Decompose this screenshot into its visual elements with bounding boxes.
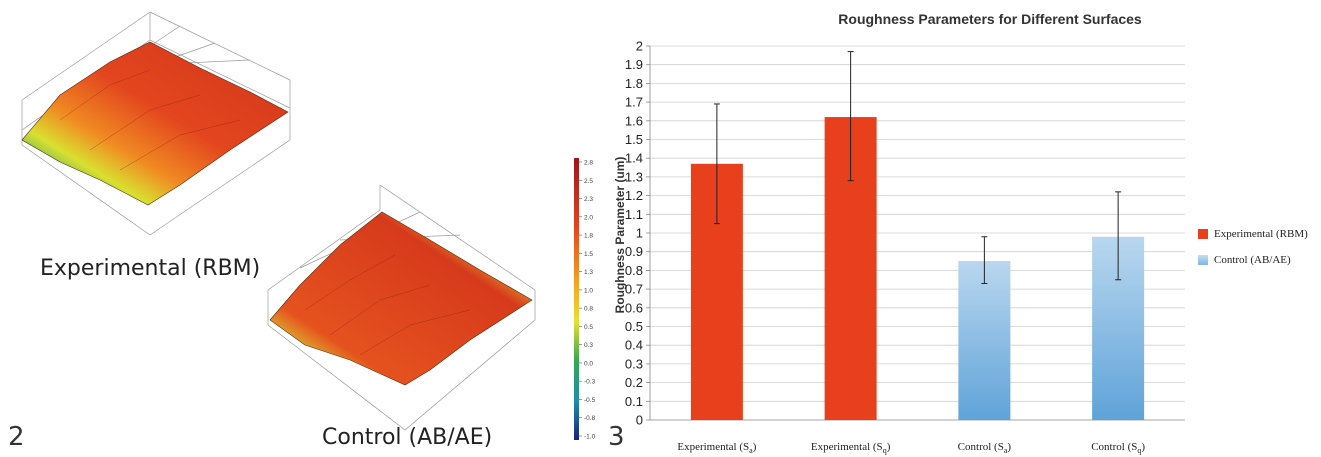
error-bar-3 [981, 236, 988, 284]
colorbar-tick-label: 1.5 [584, 251, 593, 258]
error-bar-4 [1115, 191, 1122, 281]
x-tick-label: Control (Sq) [1091, 441, 1145, 455]
colorbar-tick-label: 2.0 [584, 214, 593, 221]
legend-swatch-control [1198, 255, 1208, 265]
control-surface [269, 211, 533, 386]
y-tick-label: 1.8 [625, 76, 643, 91]
colorbar: 2.8 2.5 2.3 2.0 1.8 1.5 1.3 1.0 0.8 0.5 0.3 0.0 -0.3… [574, 158, 596, 441]
y-tick-label: 1.5 [625, 132, 643, 147]
colorbar-tick-label: 2.3 [584, 196, 593, 203]
y-tick-label: 0.1 [625, 394, 643, 409]
x-tick-label: Experimental (Sq) [811, 441, 891, 455]
y-tick-label: 1.4 [625, 151, 643, 166]
x-tick-label: Experimental (Sa) [677, 441, 756, 455]
colorbar-ticks: 2.8 2.5 2.3 2.0 1.8 1.5 1.3 1.0 0.8 0.5 0.3 0.0 -0.3… [579, 160, 596, 441]
y-tick-labels: 0 0.1 0.2 0.3 0.4 0.5 0.6 0.7 0.8 0.9 1 1.1 1.2 1.3 1.… [625, 39, 643, 428]
legend-control: Control (AB/AE) [1198, 254, 1291, 266]
experimental-surface [21, 41, 289, 206]
legend-experimental: Experimental (RBM) [1198, 228, 1308, 240]
y-tick-label: 1.1 [625, 207, 643, 222]
colorbar-tick-label: 0.5 [584, 324, 593, 331]
y-tick-label: 0.4 [625, 338, 643, 353]
x-tick-labels: Experimental (Sa) Experimental (Sq) Contro… [677, 441, 1145, 455]
y-tick-label: 0.8 [625, 263, 643, 278]
figure-2-number: 2 [8, 422, 25, 452]
colorbar-tick-label: 2.5 [584, 178, 593, 185]
y-tick-label: 1.2 [625, 188, 643, 203]
y-tick-label: 1.7 [625, 95, 643, 110]
legend-label-experimental: Experimental (RBM) [1214, 228, 1308, 240]
y-tick-label: 0.6 [625, 300, 643, 315]
bar-3 [958, 261, 1011, 420]
legend-label-control: Control (AB/AE) [1214, 254, 1291, 266]
error-bar-2 [847, 51, 854, 182]
colorbar-tick-label: 1.3 [584, 269, 593, 276]
legend-swatch-experimental [1198, 229, 1208, 239]
colorbar-tick-label: 0.0 [584, 360, 593, 367]
colorbar-tick-label: 0.3 [584, 342, 593, 349]
surface-plots [21, 11, 536, 431]
bars [690, 117, 1145, 420]
y-tick-label: 1.3 [625, 169, 643, 184]
colorbar-tick-label: -0.3 [584, 379, 596, 386]
y-tick-label: 0.2 [625, 375, 643, 390]
control-surface-label: Control (AB/AE) [322, 425, 493, 450]
y-tick-label: 2 [636, 39, 643, 54]
colorbar-tick-label: 1.0 [584, 287, 593, 294]
y-tick-label: 0 [636, 413, 643, 428]
experimental-surface-label: Experimental (RBM) [40, 256, 261, 281]
colorbar-tick-label: -0.5 [584, 397, 596, 404]
y-tick-label: 0.9 [625, 244, 643, 259]
x-tick-label: Control (Sa) [958, 441, 1012, 455]
colorbar-tick-label: -1.0 [584, 434, 596, 441]
colorbar-tick-label: -0.8 [584, 415, 596, 422]
chart-title: Roughness Parameters for Different Surfa… [838, 11, 1142, 27]
y-tick-label: 1.9 [625, 57, 643, 72]
colorbar-tick-label: 0.8 [584, 306, 593, 313]
colorbar-tick-label: 1.8 [584, 233, 593, 240]
y-tick-label: 0.3 [625, 356, 643, 371]
y-axis-label: Roughness Parameter (um) [613, 157, 627, 314]
figure-3-number: 3 [608, 422, 625, 452]
y-tick-label: 0.7 [625, 282, 643, 297]
error-bar-1 [713, 103, 720, 225]
y-tick-label: 1.6 [625, 113, 643, 128]
roughness-bar-chart: Roughness Parameters for Different Surfa… [613, 11, 1185, 455]
colorbar-tick-label: 2.8 [584, 160, 593, 167]
y-tick-label: 0.5 [625, 319, 643, 334]
error-bars [713, 51, 1122, 284]
y-tick-label: 1 [636, 226, 643, 241]
